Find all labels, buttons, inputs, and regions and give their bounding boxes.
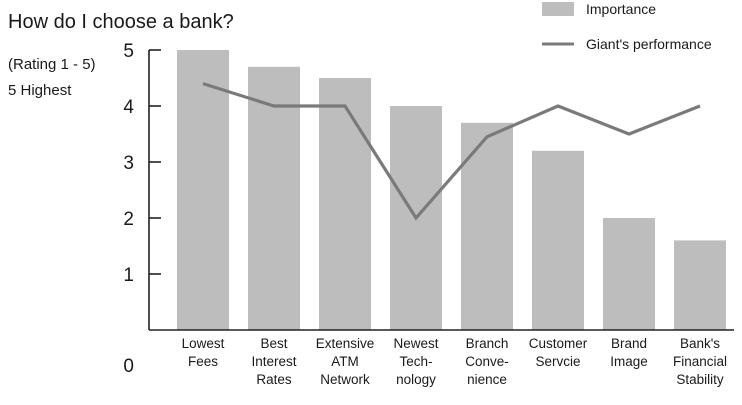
x-tick-label: Network [320, 372, 370, 387]
x-tick-label: Rates [256, 372, 292, 387]
x-tick-label: ATM [331, 354, 359, 369]
x-tick-label: Best [260, 336, 287, 351]
chart-title: How do I choose a bank? [8, 11, 234, 33]
x-tick-label: nience [467, 372, 507, 387]
legend: Importance Giant's performance [542, 1, 712, 52]
bar-importance [461, 123, 513, 330]
x-tick-label: Conve- [465, 354, 509, 369]
y-tick-label: 5 [123, 41, 134, 62]
bar-importance [532, 151, 584, 330]
x-tick-label: Customer [529, 336, 588, 351]
y-tick-label: 0 [123, 356, 134, 377]
x-tick-label: Tech- [399, 354, 432, 369]
x-tick-label: Fees [188, 354, 218, 369]
legend-label-importance: Importance [586, 1, 656, 17]
bar-importance [177, 50, 229, 330]
x-tick-label: Lowest [182, 336, 225, 351]
bar-importance [603, 218, 655, 330]
legend-label-giants-performance: Giant's performance [586, 36, 712, 52]
x-tick-label: Stability [676, 372, 724, 387]
legend-swatch-importance [542, 2, 574, 16]
bar-importance [674, 240, 726, 330]
x-tick-label: Extensive [316, 336, 375, 351]
x-tick-label: Servcie [535, 354, 580, 369]
x-tick-label: Newest [393, 336, 438, 351]
plot-area: 0 1 2 3 4 5 Lowest Fees Best Interest Rates Extensi… [123, 41, 734, 387]
x-tick-label: nology [396, 372, 436, 387]
x-tick-label: Brand [611, 336, 647, 351]
x-tick-label: Financial [673, 354, 727, 369]
x-tick-label: Image [610, 354, 648, 369]
x-tick-label: Bank's [680, 336, 720, 351]
y-tick-label: 2 [123, 209, 134, 230]
y-axis-label-line-1: (Rating 1 - 5) [8, 56, 96, 73]
bar-importance [319, 78, 371, 330]
y-axis-label-line-2: 5 Highest [8, 82, 72, 99]
x-tick-label: Interest [251, 354, 296, 369]
y-tick-label: 4 [123, 97, 134, 118]
x-tick-label: Branch [466, 336, 509, 351]
y-tick-label: 1 [123, 265, 134, 286]
y-tick-label: 3 [123, 153, 134, 174]
